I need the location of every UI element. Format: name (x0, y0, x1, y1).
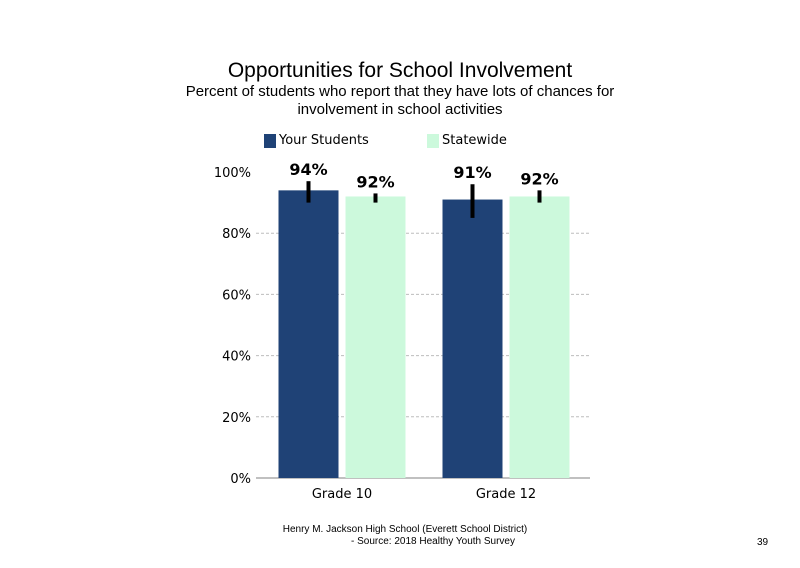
legend-swatch-your-students (264, 133, 276, 148)
data-label: 91% (453, 163, 491, 182)
bar-statewide (345, 196, 406, 479)
data-label: 92% (520, 169, 558, 188)
bar-your-students (278, 190, 339, 479)
title-block: Opportunities for School Involvement Per… (0, 58, 800, 119)
legend-item-your-students: Your Students (264, 133, 369, 148)
y-tick-label: 100% (214, 166, 251, 181)
y-tick-label: 60% (222, 288, 251, 303)
data-label: 94% (289, 160, 327, 179)
legend-label-statewide: Statewide (442, 133, 507, 148)
footer: Henry M. Jackson High School (Everett Sc… (210, 524, 600, 548)
footer-school: Henry M. Jackson High School (Everett Sc… (282, 524, 528, 535)
y-tick-label: 40% (222, 350, 251, 365)
y-tick-label: 80% (222, 227, 251, 242)
x-tick-label: Grade 12 (476, 487, 536, 502)
chart-title: Opportunities for School Involvement (227, 59, 573, 82)
x-tick-label: Grade 10 (312, 487, 372, 502)
legend-swatch-statewide (427, 133, 439, 148)
y-tick-label: 20% (222, 411, 251, 426)
legend-label-your-students: Your Students (279, 133, 369, 148)
bar-your-students (442, 199, 503, 479)
data-label: 92% (356, 172, 394, 191)
page-number: 39 (757, 537, 769, 548)
chart-subtitle: Percent of students who report that they… (185, 83, 615, 118)
legend-item-statewide: Statewide (427, 133, 507, 148)
bar-statewide (509, 196, 570, 479)
footer-source: - Source: 2018 Healthy Youth Survey (351, 536, 515, 547)
y-tick-label: 0% (230, 472, 251, 487)
